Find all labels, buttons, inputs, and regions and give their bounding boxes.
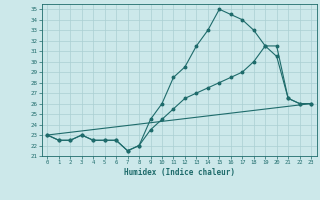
- X-axis label: Humidex (Indice chaleur): Humidex (Indice chaleur): [124, 168, 235, 177]
